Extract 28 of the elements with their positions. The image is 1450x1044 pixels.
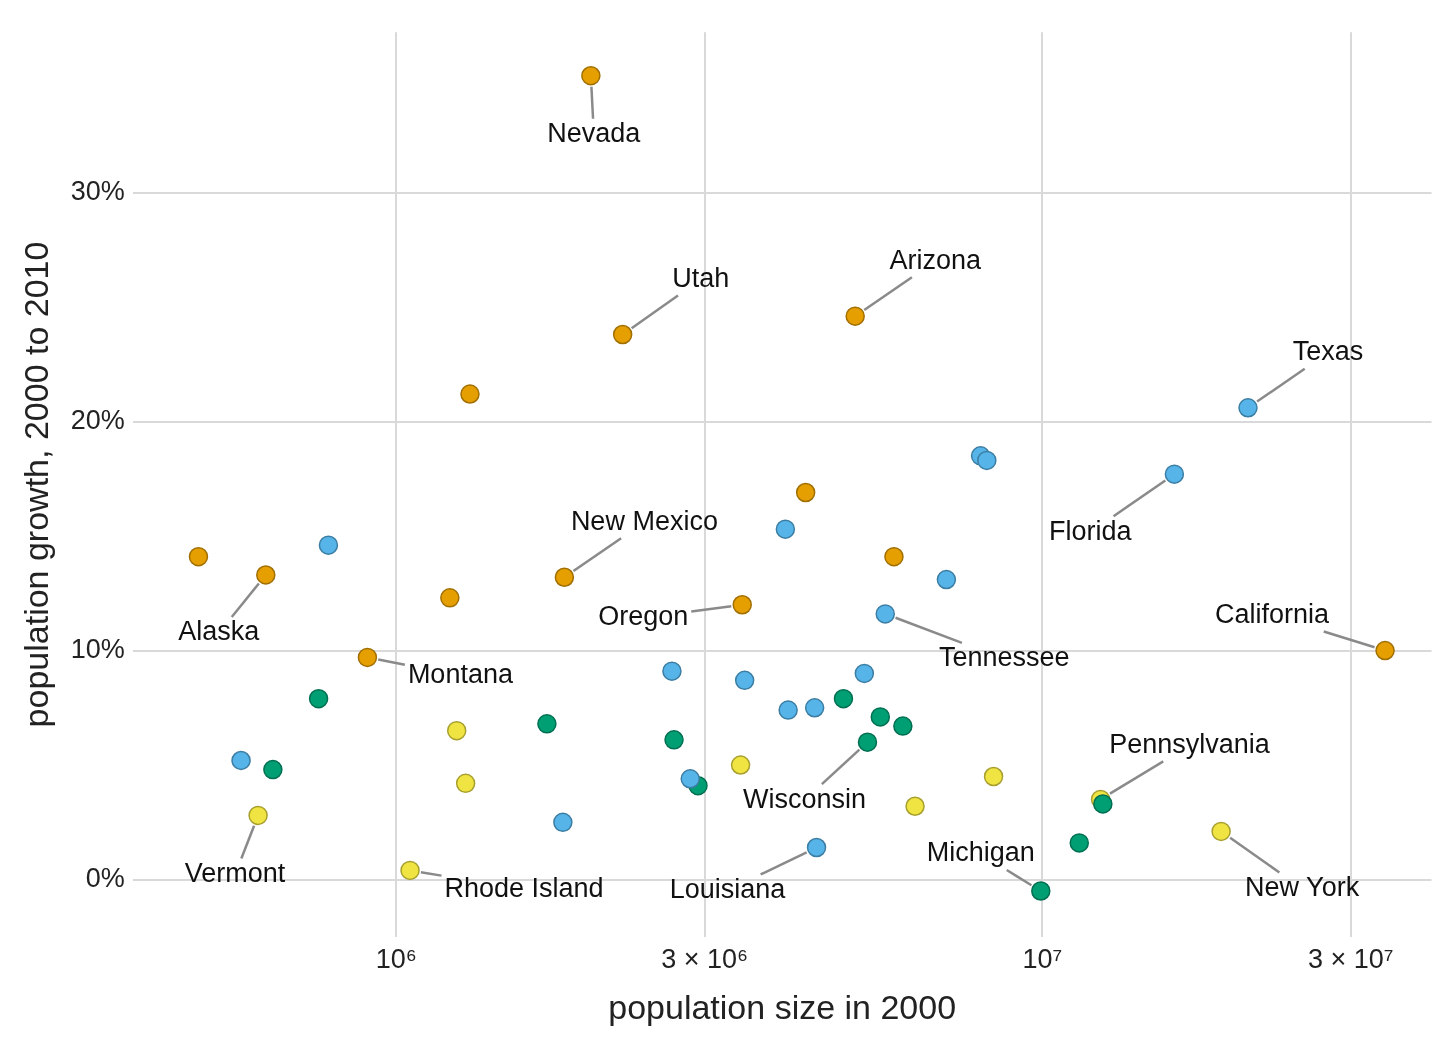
annotation: Tennessee: [938, 642, 1070, 673]
annotation: Alaska: [178, 616, 261, 647]
x-tick-label: 10⁷: [1022, 944, 1063, 975]
x-axis-title: population size in 2000: [608, 987, 957, 1026]
annotation: New Mexico: [570, 505, 718, 536]
annotation: Pennsylvania: [1109, 728, 1271, 759]
annotation: Arizona: [889, 244, 982, 275]
annotation: Vermont: [184, 857, 286, 888]
annotation: California: [1215, 598, 1331, 629]
annotation: Wisconsin: [742, 783, 867, 814]
annotation: Texas: [1292, 336, 1364, 367]
y-tick-label: 0%: [85, 863, 125, 893]
annotation: Michigan: [926, 837, 1035, 868]
x-tick-label: 3 × 10⁶: [661, 944, 749, 975]
annotation: New York: [1245, 871, 1360, 902]
annotation: Oregon: [598, 601, 689, 632]
y-tick-label: 30%: [70, 175, 125, 206]
y-tick-label: 10%: [70, 633, 125, 664]
annotation: Rhode Island: [444, 872, 604, 903]
annotation: Nevada: [547, 118, 642, 149]
x-tick-label: 3 × 10⁷: [1307, 944, 1394, 975]
annotation: Louisiana: [669, 873, 787, 904]
y-axis-title: population growth, 2000 to 2010: [16, 241, 55, 728]
annotation: Florida: [1049, 515, 1133, 546]
annotation: Utah: [672, 262, 730, 293]
x-tick-label: 10⁶: [375, 944, 417, 975]
annotation: Montana: [407, 658, 514, 689]
y-tick-label: 20%: [70, 404, 125, 435]
